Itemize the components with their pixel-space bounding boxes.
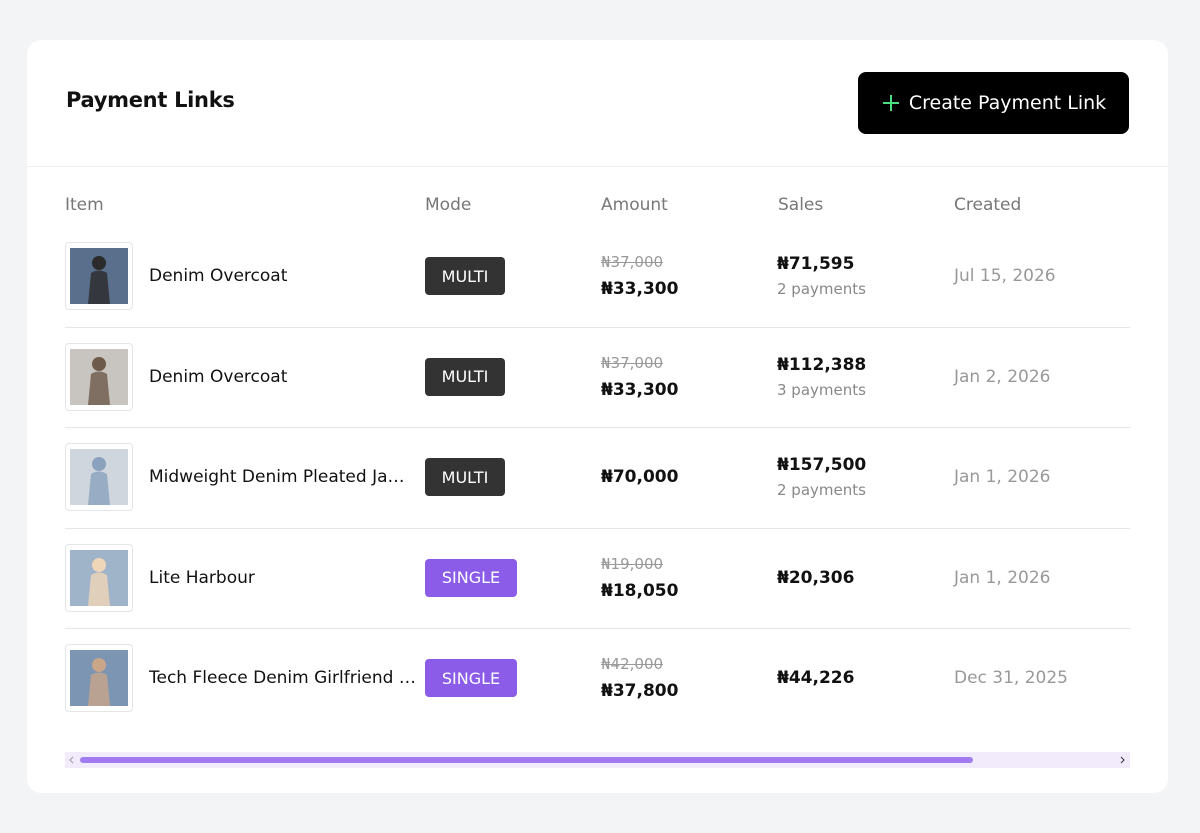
column-header: Mode [425, 195, 472, 215]
product-image [70, 549, 128, 606]
plus-icon [882, 95, 899, 111]
row-divider [65, 326, 1130, 328]
price: ₦18,050 [601, 580, 679, 601]
original-price: ₦19,000 [601, 554, 664, 573]
column-header: Created [954, 195, 1022, 215]
product-image [70, 248, 128, 304]
created-date: Jan 2, 2026 [954, 366, 1051, 387]
page-title: Payment Links [66, 88, 235, 112]
price: ₦33,300 [601, 379, 679, 400]
sales-total: ₦20,306 [777, 567, 855, 588]
column-header: Item [65, 195, 104, 215]
mode-badge: MULTI [425, 458, 505, 496]
item-name: Midweight Denim Pleated Ja… [149, 467, 405, 487]
row-divider [65, 427, 1130, 428]
horizontal-scrollbar[interactable] [65, 752, 1130, 768]
row-divider [65, 527, 1130, 529]
button-label: Create Payment Link [908, 92, 1107, 114]
sales-total: ₦44,226 [777, 668, 855, 688]
original-price: ₦37,000 [601, 353, 664, 372]
payment-links-card: Payment Links Create Payment Link Item Mo… [27, 40, 1168, 793]
product-thumbnail [65, 242, 133, 310]
product-image [70, 449, 128, 505]
sales-total: ₦157,500 [777, 455, 867, 475]
price: ₦70,000 [601, 467, 679, 487]
product-thumbnail [65, 342, 133, 411]
payment-count: 3 payments [777, 380, 866, 399]
item-name: Denim Overcoat [149, 366, 288, 387]
original-price: ₦37,000 [601, 253, 664, 271]
create-payment-link-button[interactable]: Create Payment Link [858, 72, 1129, 134]
column-header: Amount [601, 195, 668, 215]
payment-count: 2 payments [777, 280, 866, 298]
mode-badge: MULTI [425, 357, 505, 396]
header-divider [27, 166, 1168, 167]
created-date: Jan 1, 2026 [954, 567, 1051, 588]
created-date: Jul 15, 2026 [954, 266, 1056, 286]
item-name: Tech Fleece Denim Girlfriend … [149, 668, 416, 688]
created-date: Dec 31, 2025 [954, 668, 1069, 688]
price: ₦33,300 [601, 279, 679, 299]
product-thumbnail [65, 644, 133, 712]
created-date: Jan 1, 2026 [954, 467, 1051, 487]
product-image [70, 348, 128, 405]
sales-total: ₦112,388 [777, 354, 867, 375]
product-thumbnail [65, 543, 133, 612]
payment-count: 2 payments [777, 481, 866, 499]
original-price: ₦42,000 [601, 655, 664, 673]
item-name: Denim Overcoat [149, 266, 288, 286]
mode-badge: SINGLE [425, 558, 517, 597]
price: ₦37,800 [601, 681, 679, 701]
sales-total: ₦71,595 [777, 254, 855, 274]
mode-badge: SINGLE [425, 659, 517, 697]
mode-badge: MULTI [425, 257, 505, 295]
product-image [70, 650, 128, 706]
item-name: Lite Harbour [149, 567, 255, 588]
column-header: Sales [778, 195, 824, 215]
product-thumbnail [65, 443, 133, 511]
row-divider [65, 628, 1130, 629]
